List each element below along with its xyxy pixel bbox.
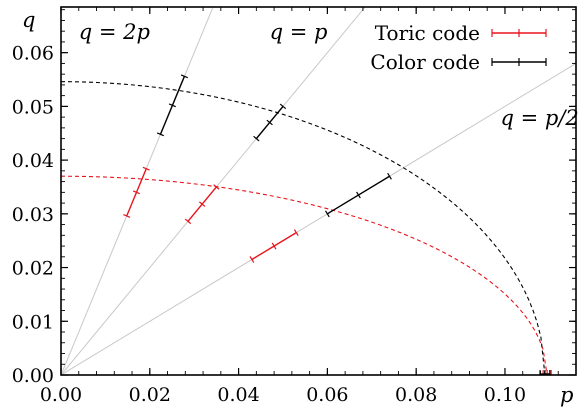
error-cap (184, 218, 192, 225)
error-cap (325, 210, 330, 218)
error-cap (249, 256, 255, 263)
error-cap (213, 184, 220, 190)
y-tick-label-3: 0.03 (12, 204, 54, 226)
data-point-s1-0 (156, 74, 188, 137)
error-cap (180, 74, 188, 79)
data-points (123, 74, 552, 375)
reference-line-label-1: q = p (270, 20, 328, 44)
reference-line-0 (61, 7, 214, 375)
y-axis-label: q (22, 8, 35, 32)
error-cap (123, 214, 131, 218)
point-marker (199, 201, 206, 207)
reference-line-1 (61, 7, 366, 375)
point-marker (271, 242, 277, 250)
point-marker (132, 190, 141, 195)
data-point-s1-2 (325, 172, 392, 218)
y-tick-label-0: 0.00 (12, 365, 54, 387)
legend-label-toric: Toric code (375, 21, 480, 45)
fit-curve-1 (61, 81, 546, 375)
legend-marker-toric (491, 29, 547, 37)
reference-line-labels: q = 2p q = p q = p/2 (79, 20, 578, 130)
error-cap (253, 135, 260, 142)
plot-frame (60, 6, 577, 376)
axis-ticks (60, 7, 577, 376)
y-tick-label-1: 0.01 (12, 311, 54, 333)
y-tick-label-2: 0.02 (12, 258, 54, 280)
legend-label-color: Color code (370, 50, 480, 74)
y-tick-label-4: 0.04 (12, 150, 54, 172)
fit-curves (61, 81, 548, 375)
tick-labels: 0.00 0.02 0.04 0.06 0.08 0.10 0.00 0.01 0.02 0.03… (12, 43, 526, 406)
x-tick-label-5: 0.10 (484, 384, 526, 406)
reference-line-2 (61, 62, 576, 375)
point-marker (168, 103, 176, 108)
fit-curve-0 (61, 175, 548, 375)
error-cap (142, 166, 150, 171)
legend: Toric code Color code (370, 21, 547, 74)
x-tick-label-2: 0.04 (217, 384, 259, 406)
reference-line-label-2: q = p/2 (501, 106, 578, 130)
y-tick-label-6: 0.06 (12, 43, 54, 65)
data-point-s0-1 (184, 184, 220, 225)
data-point-s1-1 (253, 103, 287, 142)
point-marker (356, 191, 361, 199)
reference-lines (61, 7, 576, 375)
y-tick-label-5: 0.05 (12, 96, 54, 118)
error-cap (293, 229, 299, 237)
x-tick-label-1: 0.02 (129, 384, 171, 406)
error-cap (156, 132, 165, 137)
error-cap (387, 172, 392, 180)
x-tick-label-0: 0.00 (40, 384, 82, 406)
reference-line-label-0: q = 2p (79, 20, 150, 44)
data-point-s0-0 (123, 166, 150, 218)
x-tick-label-4: 0.08 (395, 384, 437, 406)
x-tick-label-3: 0.06 (306, 384, 348, 406)
data-point-s0-2 (249, 229, 299, 263)
x-axis-label: p (560, 383, 573, 407)
legend-marker-color (491, 58, 547, 66)
point-marker (266, 119, 273, 126)
error-cap (279, 103, 287, 110)
